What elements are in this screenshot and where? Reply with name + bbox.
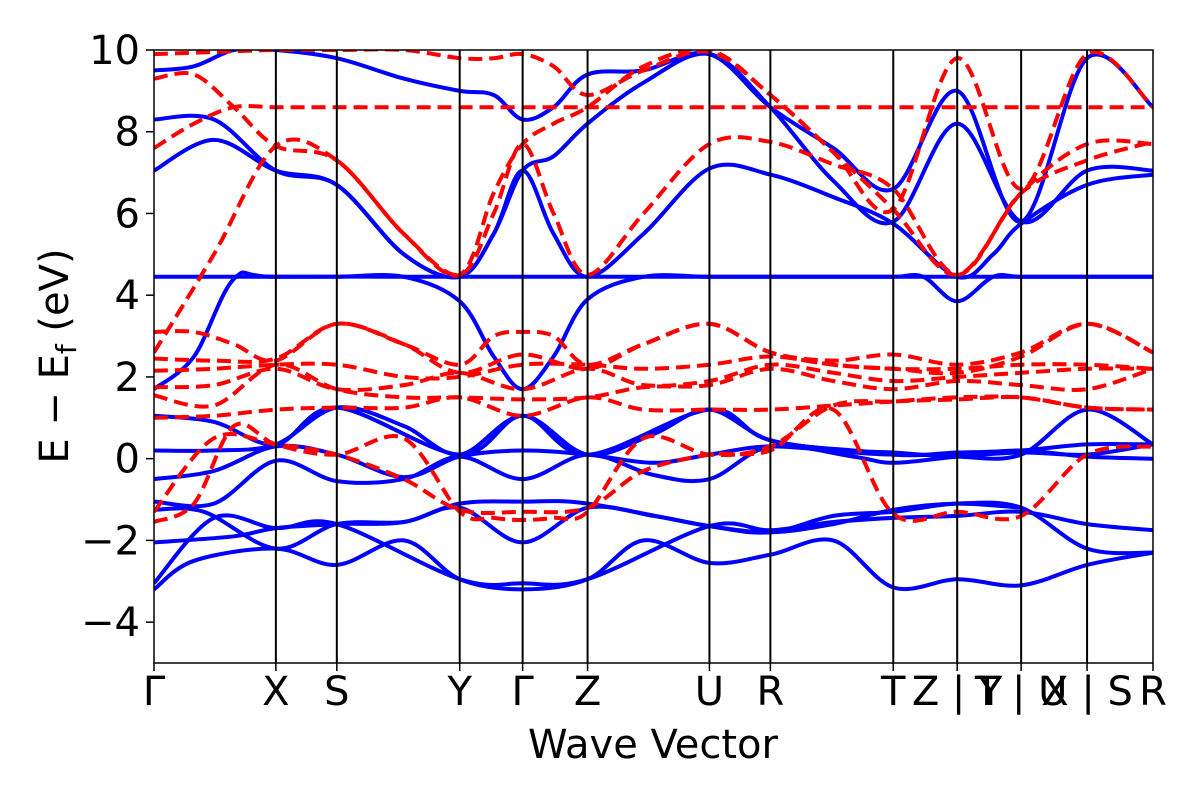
x-axis-title: Wave Vector: [528, 722, 779, 768]
band-line-1-4: [154, 362, 1153, 393]
x-tick-label-3: Y: [446, 669, 472, 715]
y-axis-title-unit: (eV): [32, 248, 78, 344]
band-line-1-2: [154, 394, 1153, 420]
y-tick-label-7: 10: [89, 28, 140, 74]
x-tick-label-7: R: [756, 669, 784, 715]
band-line-1-6: [154, 321, 1153, 375]
y-tick-label-3: 2: [115, 355, 140, 401]
x-tick-label-5: Z: [574, 669, 601, 715]
x-tick-label-0: Γ: [143, 669, 166, 715]
x-tick-label-8: T: [880, 669, 906, 715]
series-solid: [154, 50, 1153, 592]
x-tick-label-10: T | U: [974, 669, 1068, 715]
x-tick-label-12: R: [1139, 669, 1167, 715]
y-tick-label-0: −4: [81, 600, 140, 646]
x-tick-label-1: X: [262, 669, 289, 715]
x-tick-label-11: X | S: [1041, 669, 1133, 715]
x-tick-label-4: Γ: [511, 669, 534, 715]
y-tick-label-6: 8: [115, 110, 140, 156]
band-line-1-5: [154, 354, 1153, 381]
band-line-0-0: [154, 537, 1153, 592]
band-line-0-12: [154, 50, 1153, 224]
y-tick-label-2: 0: [115, 437, 140, 483]
y-axis-title-subscript: f: [50, 343, 83, 354]
band-line-1-1: [154, 406, 1153, 523]
band-line-0-7: [154, 405, 1153, 458]
band-line-1-11: [154, 50, 1153, 215]
x-tick-label-6: U: [695, 669, 724, 715]
band-line-0-9: [154, 272, 1153, 392]
plot-frame: [153, 49, 1154, 664]
y-tick-label-5: 6: [115, 191, 140, 237]
y-axis-title: E − Ef (eV): [32, 248, 83, 463]
y-axis-ticks: −4 −2 0 2 4 6 8 10: [81, 28, 154, 646]
y-tick-label-4: 4: [115, 273, 140, 319]
x-tick-label-2: S: [324, 669, 349, 715]
series-layer: [154, 50, 1153, 592]
high-symmetry-lines: [274, 50, 1089, 663]
band-line-0-11: [154, 51, 1153, 280]
band-line-0-3: [154, 501, 1022, 551]
y-tick-label-1: −2: [81, 518, 140, 564]
y-axis-title-main: E − E: [32, 354, 78, 464]
x-tick-label-9: Z | Y: [912, 669, 1003, 715]
